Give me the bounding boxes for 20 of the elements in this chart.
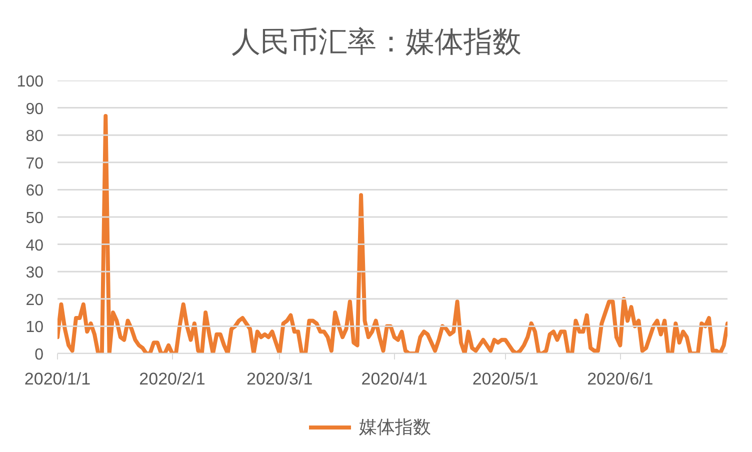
y-tick-label: 0 [34, 346, 44, 364]
y-tick-label: 20 [26, 292, 44, 309]
x-tick-label: 2020/4/1 [361, 370, 428, 388]
x-tick-label: 2020/5/1 [472, 370, 538, 388]
x-tick-label: 2020/6/1 [587, 370, 654, 388]
y-tick-label: 40 [26, 237, 44, 254]
y-tick-label: 90 [26, 100, 44, 118]
y-tick-label: 100 [16, 74, 44, 90]
y-tick-label: 30 [26, 264, 44, 282]
chart-title: 人民币汇率：媒体指数 [232, 26, 522, 58]
x-tick-label: 2020/1/1 [24, 370, 91, 388]
y-tick-label: 80 [26, 128, 44, 146]
y-tick-label: 70 [26, 155, 44, 172]
y-tick-label: 50 [26, 210, 44, 227]
legend-label: 媒体指数 [359, 416, 431, 438]
y-tick-label: 60 [26, 182, 44, 200]
x-tick-label: 2020/3/1 [246, 370, 313, 388]
x-tick-label: 2020/2/1 [139, 370, 206, 388]
y-tick-label: 10 [26, 319, 44, 336]
line-series [58, 114, 728, 354]
